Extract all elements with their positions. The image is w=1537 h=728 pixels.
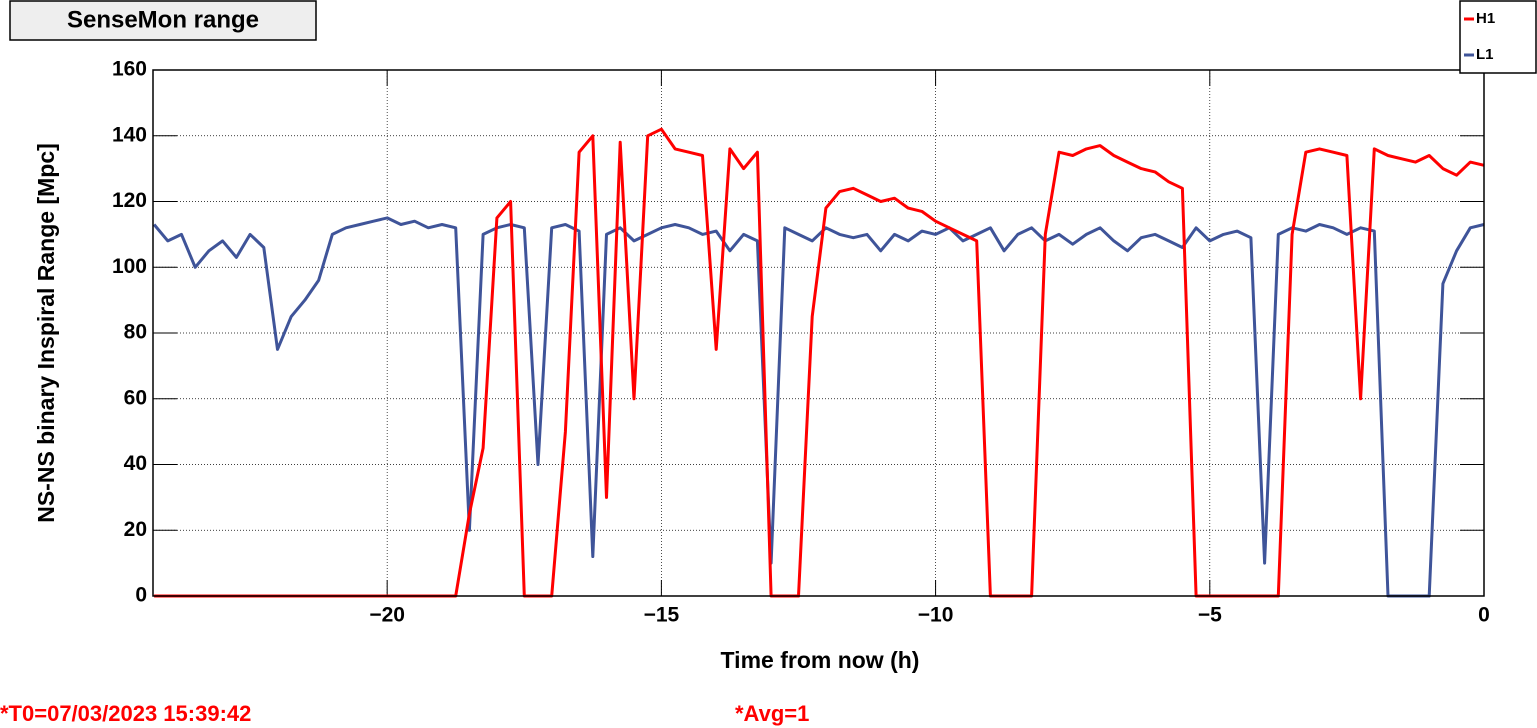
chart-title: SenseMon range [67,6,259,33]
x-tick-label: −15 [644,604,680,627]
y-axis-label: NS-NS binary Inspiral Range [Mpc] [33,143,59,523]
legend-label: L1 [1476,46,1494,63]
y-tick-label: 140 [112,123,147,146]
series-line [154,127,1485,598]
series-line [152,216,1485,598]
y-tick-label: 160 [112,58,147,81]
y-tick-label: 60 [124,386,147,409]
x-tick-label: −10 [918,604,954,627]
annotation: *T0=07/03/2023 15:39:42 [0,701,251,726]
x-tick-label: 0 [1478,604,1490,627]
y-tick-label: 120 [112,189,147,212]
legend-label: H1 [1476,10,1495,27]
x-axis-label: Time from now (h) [721,647,920,673]
y-tick-label: 40 [124,452,147,475]
y-tick-label: 20 [124,518,147,541]
y-tick-label: 0 [135,584,147,607]
x-tick-label: −20 [369,604,405,627]
grid: 0 20 40 60 80 100 120 140 160 −20 −15 −10 −5 0 [112,58,1490,627]
legend-box [1459,0,1537,74]
legend: H1 L1 [1459,0,1537,74]
x-tick-label: −5 [1198,604,1222,627]
y-tick-label: 80 [124,321,147,344]
y-tick-label: 100 [112,255,147,278]
plot-lines [152,127,1485,598]
plot-frame [152,69,1485,597]
annotation: *Avg=1 [735,701,809,726]
title-box [9,0,317,41]
